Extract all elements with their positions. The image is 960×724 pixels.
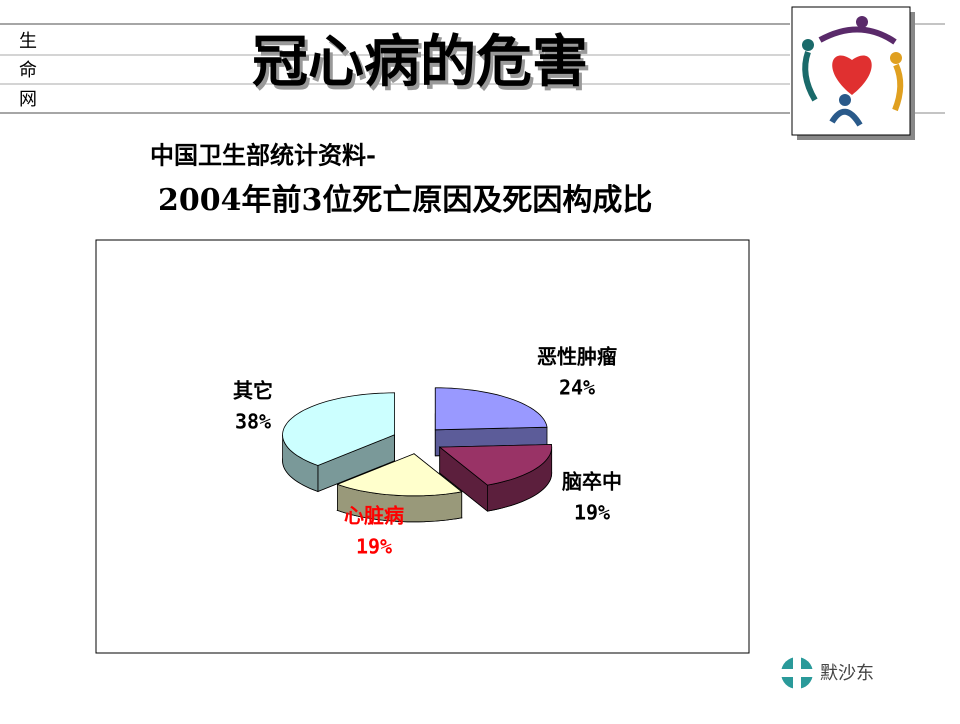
pie [282,387,553,523]
footer-logo-mark [781,657,813,689]
slice-top [434,387,548,431]
slice-value-label: 38% [235,410,271,434]
slice-value-label: 24% [559,376,595,400]
chart-frame [95,239,750,654]
slice-label: 恶性肿瘤 [537,345,617,369]
logo [791,6,915,140]
slice-label: 脑卒中 [562,470,622,494]
slice-value-label: 19% [356,535,392,559]
side-char: 网 [19,89,37,110]
slice-top [438,444,553,486]
subtitle: 中国卫生部统计资料- [150,141,376,170]
footer-logo: 默沙东 [820,663,874,684]
slice [336,452,463,523]
slice [282,392,395,493]
title: 冠心病的危害 [252,30,588,95]
slice-value-label: 19% [574,501,610,525]
slice-label: 心脏病 [344,504,404,528]
slice-top [282,392,395,466]
slice-top [336,453,463,497]
slice-label: 其它 [233,379,273,403]
side-char: 命 [19,60,37,81]
title-shadow: 冠心病的危害 [255,34,591,99]
slice [438,444,553,512]
subtitle: 2004年前3位死亡原因及死因构成比 [158,183,652,218]
side-char: 生 [19,31,37,52]
